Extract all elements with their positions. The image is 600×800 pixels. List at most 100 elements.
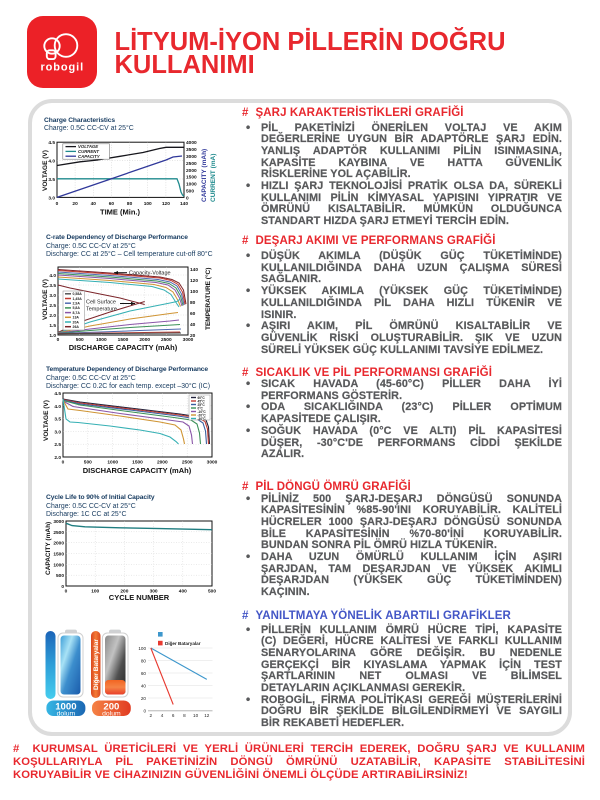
svg-text:robogil: robogil xyxy=(41,62,85,74)
svg-text:20: 20 xyxy=(141,696,147,701)
svg-text:0: 0 xyxy=(57,337,60,343)
svg-text:CAPACITY (mAh): CAPACITY (mAh) xyxy=(201,149,208,202)
svg-text:25°C: 25°C xyxy=(198,403,206,407)
svg-text:40: 40 xyxy=(91,201,97,207)
svg-text:Diğer Bataryalar: Diğer Bataryalar xyxy=(93,639,100,690)
svg-text:CYCLE NUMBER: CYCLE NUMBER xyxy=(109,593,170,600)
svg-text:3.0: 3.0 xyxy=(49,293,56,299)
svg-text:2,9A: 2,9A xyxy=(73,302,81,306)
svg-text:60°C: 60°C xyxy=(198,396,206,400)
svg-text:3.5: 3.5 xyxy=(48,177,55,183)
svg-text:1.0: 1.0 xyxy=(49,333,56,339)
svg-text:2: 2 xyxy=(150,713,153,718)
svg-text:5,8A: 5,8A xyxy=(73,306,81,310)
svg-text:-10°C: -10°C xyxy=(198,410,207,414)
svg-text:2.0: 2.0 xyxy=(49,313,56,319)
svg-text:6: 6 xyxy=(172,713,175,718)
svg-text:VOLTAGE: VOLTAGE xyxy=(78,144,98,149)
svg-text:12: 12 xyxy=(204,713,210,718)
svg-text:1500: 1500 xyxy=(132,460,143,466)
svg-text:100: 100 xyxy=(190,289,198,295)
svg-text:2.5: 2.5 xyxy=(49,303,56,309)
svg-text:CURRENT: CURRENT xyxy=(78,149,99,154)
svg-text:1000: 1000 xyxy=(55,701,76,712)
svg-text:1500: 1500 xyxy=(186,175,197,181)
svg-text:3000: 3000 xyxy=(183,337,194,343)
svg-text:4.0: 4.0 xyxy=(48,159,55,165)
svg-text:4.0: 4.0 xyxy=(49,273,56,279)
svg-text:60: 60 xyxy=(109,201,115,207)
svg-text:1500: 1500 xyxy=(118,337,129,343)
svg-text:500: 500 xyxy=(186,189,194,195)
svg-text:500: 500 xyxy=(84,460,92,466)
svg-text:4: 4 xyxy=(161,713,164,718)
svg-text:3000: 3000 xyxy=(53,519,64,525)
svg-text:26A: 26A xyxy=(73,325,80,329)
svg-text:TEMPERATURE (°C): TEMPERATURE (°C) xyxy=(204,268,212,330)
svg-text:1,45A: 1,45A xyxy=(73,297,83,301)
svg-text:0,58A: 0,58A xyxy=(73,292,83,296)
svg-text:1000: 1000 xyxy=(53,562,64,568)
svg-text:4.5: 4.5 xyxy=(54,391,61,397)
svg-text:400: 400 xyxy=(179,589,187,595)
svg-text:10: 10 xyxy=(193,713,199,718)
svg-text:80: 80 xyxy=(190,300,196,306)
svg-text:45°C: 45°C xyxy=(198,399,206,403)
svg-text:2500: 2500 xyxy=(186,161,197,167)
svg-text:200: 200 xyxy=(103,701,119,712)
svg-text:2.5: 2.5 xyxy=(54,442,61,448)
svg-text:1500: 1500 xyxy=(53,552,64,558)
svg-text:2000: 2000 xyxy=(53,541,64,547)
svg-text:4.0: 4.0 xyxy=(54,404,61,410)
svg-text:3000: 3000 xyxy=(186,154,197,160)
svg-text:13A: 13A xyxy=(73,316,80,320)
svg-text:500: 500 xyxy=(56,573,64,579)
svg-text:VOLTAGE (V): VOLTAGE (V) xyxy=(43,400,50,441)
svg-text:60: 60 xyxy=(141,671,147,676)
svg-text:3.0: 3.0 xyxy=(48,195,55,201)
svg-text:CAPACITY: CAPACITY xyxy=(78,154,101,159)
svg-text:3000: 3000 xyxy=(207,460,218,466)
svg-text:CAPACITY (mAh): CAPACITY (mAh) xyxy=(45,522,52,575)
svg-text:1000: 1000 xyxy=(107,460,118,466)
svg-text:2500: 2500 xyxy=(182,460,193,466)
svg-text:1000: 1000 xyxy=(186,182,197,188)
svg-text:300: 300 xyxy=(150,589,158,595)
svg-text:3.0: 3.0 xyxy=(54,429,61,435)
svg-text:dolum: dolum xyxy=(102,710,121,717)
svg-text:140: 140 xyxy=(190,267,198,273)
svg-text:Cell Surface: Cell Surface xyxy=(86,300,116,306)
svg-text:3500: 3500 xyxy=(186,147,197,153)
svg-text:2.0: 2.0 xyxy=(54,455,61,461)
svg-text:1.5: 1.5 xyxy=(49,323,56,329)
svg-text:VOLTAGE (V): VOLTAGE (V) xyxy=(42,279,49,320)
svg-text:0°C: 0°C xyxy=(198,406,204,410)
svg-text:500: 500 xyxy=(76,337,84,343)
svg-text:20: 20 xyxy=(72,201,78,207)
svg-text:100: 100 xyxy=(91,589,99,595)
svg-text:DISCHARGE CAPACITY (mAh): DISCHARGE CAPACITY (mAh) xyxy=(69,343,178,352)
svg-text:3.5: 3.5 xyxy=(49,283,56,289)
svg-text:2500: 2500 xyxy=(53,530,64,536)
svg-text:0: 0 xyxy=(61,584,64,590)
svg-text:2000: 2000 xyxy=(186,168,197,174)
svg-text:8: 8 xyxy=(183,713,186,718)
svg-text:100: 100 xyxy=(144,201,152,207)
svg-text:4000: 4000 xyxy=(186,140,197,146)
svg-text:dolum: dolum xyxy=(57,710,76,717)
svg-text:0: 0 xyxy=(143,709,146,714)
svg-text:60: 60 xyxy=(190,311,196,317)
svg-text:0: 0 xyxy=(56,201,59,207)
svg-text:-30°C: -30°C xyxy=(198,417,207,421)
svg-text:120: 120 xyxy=(190,278,198,284)
svg-text:2500: 2500 xyxy=(161,337,172,343)
svg-text:1000: 1000 xyxy=(96,337,107,343)
svg-text:3.5: 3.5 xyxy=(54,417,61,423)
svg-text:0: 0 xyxy=(62,460,65,466)
svg-text:CURRENT (mA): CURRENT (mA) xyxy=(210,154,217,202)
svg-text:2000: 2000 xyxy=(157,460,168,466)
svg-text:120: 120 xyxy=(162,201,170,207)
svg-text:2000: 2000 xyxy=(139,337,150,343)
svg-text:DISCHARGE CAPACITY (mAh): DISCHARGE CAPACITY (mAh) xyxy=(83,466,192,475)
svg-text:0: 0 xyxy=(186,195,189,201)
